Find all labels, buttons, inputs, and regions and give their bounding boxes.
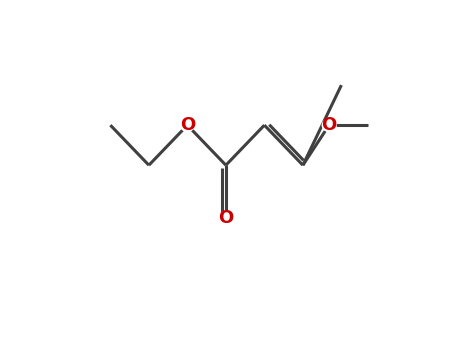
Ellipse shape xyxy=(181,119,194,131)
Text: O: O xyxy=(218,209,233,226)
Text: O: O xyxy=(321,116,337,134)
Ellipse shape xyxy=(322,119,336,131)
Ellipse shape xyxy=(219,211,233,224)
Text: O: O xyxy=(180,116,195,134)
